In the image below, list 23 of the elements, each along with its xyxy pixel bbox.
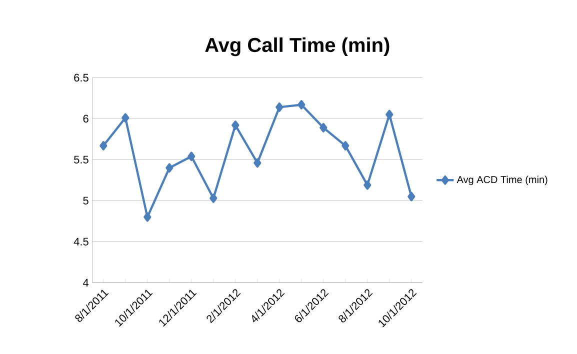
legend-label: Avg ACD Time (min): [456, 176, 548, 186]
chart-title: Avg Call Time (min): [205, 37, 390, 56]
point: [276, 102, 284, 112]
y-tick-label: 5.5: [74, 156, 88, 164]
point: [100, 141, 108, 150]
point: [298, 100, 306, 110]
y-tick-label: 6.5: [74, 74, 88, 82]
point: [210, 194, 218, 203]
point: [166, 163, 174, 173]
point: [386, 110, 394, 120]
y-tick-label: 4: [83, 278, 89, 286]
point: [232, 120, 240, 130]
y-tick-label: 6: [83, 114, 88, 123]
point: [408, 192, 416, 202]
point: [320, 122, 328, 132]
point: [342, 141, 350, 150]
y-tick-label: 5: [83, 196, 88, 204]
point: [122, 113, 130, 123]
y-tick-label: 4.5: [74, 238, 88, 246]
point: [364, 180, 372, 190]
point: [254, 158, 262, 168]
point: [188, 152, 196, 162]
point: [144, 212, 152, 222]
